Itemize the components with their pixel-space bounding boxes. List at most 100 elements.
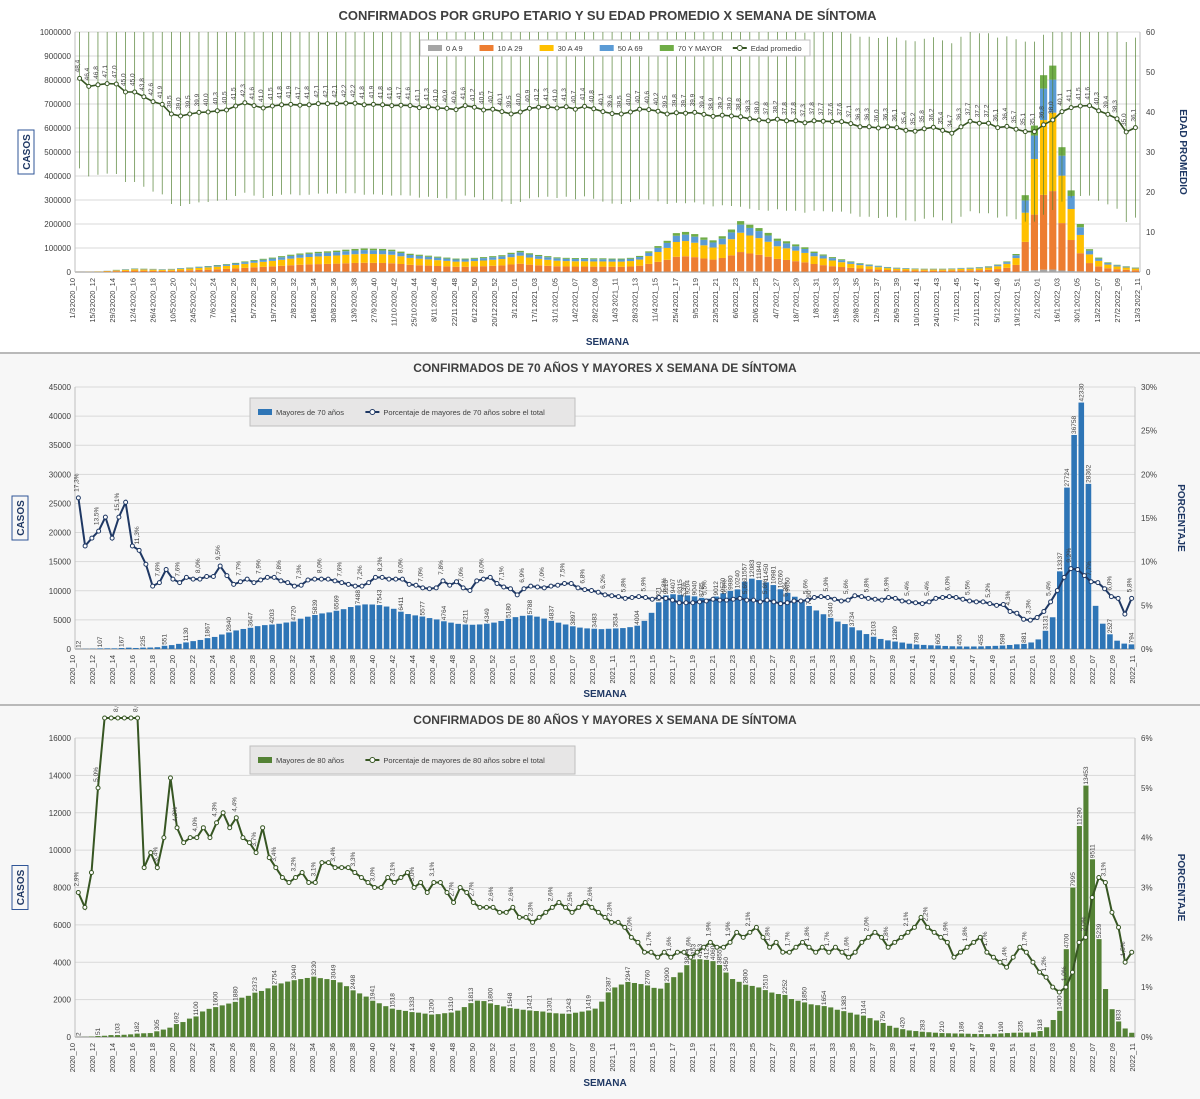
bar [262, 625, 268, 649]
point-data-label: 1,7% [784, 931, 791, 946]
bar [183, 642, 189, 649]
bar [1004, 1033, 1010, 1037]
bar [777, 589, 784, 649]
bar [501, 1006, 507, 1037]
bar-data-label: 13453 [1083, 766, 1090, 784]
bar-segment [1076, 224, 1084, 228]
x-tick-label: 2020_16 [128, 1043, 137, 1072]
point-data-label: 41,5 [267, 87, 274, 100]
bar [1089, 859, 1096, 1037]
bar [978, 1034, 984, 1037]
series-point [1077, 103, 1083, 109]
series-point [343, 100, 349, 106]
bar-segment [544, 256, 552, 258]
x-tick-label: 2021_07 [570, 278, 579, 307]
series-point [1021, 616, 1027, 622]
series-point [1000, 601, 1006, 607]
bar [121, 1034, 127, 1037]
series-point [240, 835, 246, 841]
bar-segment [1104, 262, 1112, 264]
x-tick-label: 2021_21 [708, 1043, 717, 1072]
x-tick-label: 2021_37 [868, 655, 877, 684]
bar [641, 620, 648, 649]
bar-data-label: 2760 [645, 970, 652, 985]
point-data-label: 41,1 [1066, 89, 1073, 102]
series-point [132, 89, 138, 95]
series-point [227, 825, 233, 831]
bar-data-label: 2373 [252, 977, 259, 992]
bar-segment [167, 270, 175, 272]
bar-segment [342, 251, 350, 255]
series-point [109, 535, 115, 541]
bar [605, 628, 612, 649]
x-tick-label-date: 15/3 [88, 308, 97, 323]
bar [749, 578, 755, 649]
series-point [940, 127, 946, 133]
bar-segment [819, 258, 827, 266]
x-tick-label: 2020_30 [268, 1043, 277, 1072]
bar [298, 979, 304, 1037]
bar-segment [186, 268, 194, 271]
point-data-label: 5,9% [641, 576, 648, 591]
bar-segment [636, 257, 644, 260]
x-tick-label: 2020_42 [390, 278, 399, 307]
bar-segment [663, 259, 671, 272]
bar-data-label: 3483 [591, 613, 598, 628]
bar-segment [232, 263, 240, 265]
series-point [664, 111, 670, 117]
y-tick-label: 45000 [49, 383, 72, 392]
bar-data-label: 9980 [727, 575, 734, 590]
bar-segment [1104, 268, 1112, 272]
point-data-label: 8,0% [316, 558, 323, 573]
bar-segment [663, 240, 671, 243]
x-tick-label: 2020_10 [68, 278, 77, 307]
y-tick-label: 0 [67, 1033, 72, 1042]
bar-segment [626, 261, 635, 267]
point-data-label: 35,1 [1020, 113, 1027, 126]
x-tick-label-date: 11/10 [390, 308, 399, 326]
bar-segment [681, 256, 690, 272]
bar [671, 977, 677, 1037]
bar-segment [479, 257, 488, 259]
bar-segment [654, 261, 662, 272]
bar-segment [461, 261, 469, 267]
series-point [899, 598, 905, 604]
bar-segment [700, 245, 708, 259]
y2-tick-label: 4% [1141, 834, 1153, 843]
bar-segment [424, 256, 433, 260]
x-tick-label-date: 26/9 [892, 308, 901, 323]
bar [405, 614, 411, 649]
bar [631, 982, 637, 1037]
bar-segment [764, 256, 772, 272]
x-tick-label-date: 16/8 [309, 308, 318, 323]
series-point [697, 599, 703, 605]
series-point [372, 885, 378, 890]
series-point [760, 934, 766, 940]
point-data-label: 1,8% [962, 926, 969, 941]
series-point [503, 909, 509, 915]
point-data-label: 3,4% [152, 847, 159, 862]
bar [200, 1011, 206, 1037]
series-point [771, 599, 777, 605]
series-point [757, 599, 763, 605]
point-data-label: 39,5 [616, 95, 623, 108]
x-tick-label: 2022_07 [1093, 278, 1102, 307]
bar-segment [287, 265, 295, 272]
x-tick-label-date: 14/3 [611, 308, 620, 323]
series-point [710, 596, 716, 602]
bar [655, 602, 662, 649]
bar-segment [516, 255, 524, 264]
bar-data-label: 5577 [419, 601, 426, 616]
bar [663, 595, 669, 649]
bar [125, 647, 132, 649]
point-data-label: 40,1 [598, 93, 605, 106]
bar-segment [424, 259, 433, 266]
x-tick-label-date: 10/10 [912, 308, 921, 327]
bar-segment [984, 266, 993, 268]
x-tick-label-date: 19/7 [269, 308, 278, 323]
x-tick-label: 2020_52 [488, 1043, 497, 1072]
bar-segment [828, 260, 837, 267]
bar-segment [452, 266, 460, 272]
series-point [832, 596, 838, 602]
bar-segment [865, 265, 873, 267]
